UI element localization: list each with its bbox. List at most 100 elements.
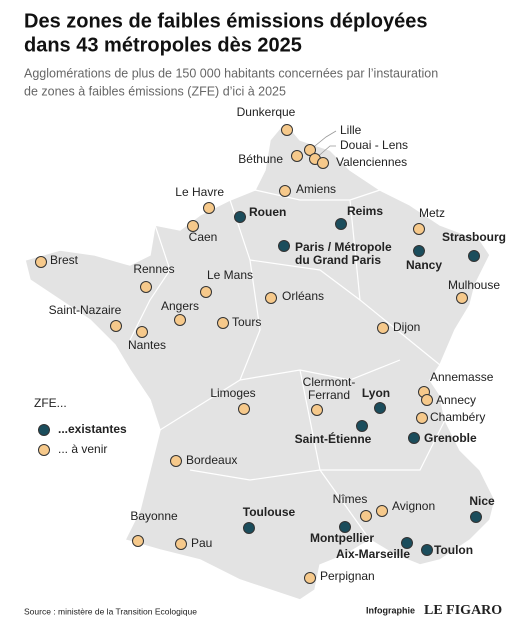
city-marker xyxy=(174,314,186,326)
city-marker xyxy=(421,394,433,406)
city-label: Saint-Nazaire xyxy=(49,303,122,317)
city-marker xyxy=(175,538,187,550)
city-marker xyxy=(317,157,329,169)
city-label: Grenoble xyxy=(424,431,477,445)
city-label: Rennes xyxy=(133,262,174,276)
city-label: Clermont- xyxy=(303,375,356,389)
city-label: Strasbourg xyxy=(442,230,506,244)
city-marker xyxy=(339,521,351,533)
city-marker xyxy=(170,455,182,467)
city-marker xyxy=(360,510,372,522)
city-label: Nîmes xyxy=(333,492,368,506)
city-label: Annemasse xyxy=(430,370,494,384)
city-marker xyxy=(374,402,386,414)
city-marker xyxy=(265,292,277,304)
city-marker xyxy=(377,322,389,334)
city-marker xyxy=(279,185,291,197)
city-label: Aix-Marseille xyxy=(336,547,410,561)
legend-marker xyxy=(38,444,50,456)
city-label: Dijon xyxy=(393,320,420,334)
city-label: Chambéry xyxy=(430,410,485,424)
france-outline xyxy=(24,120,496,601)
city-marker xyxy=(376,505,388,517)
city-marker xyxy=(421,544,433,556)
title: Des zones de faibles émissions déployées xyxy=(24,10,428,32)
credit: Infographie xyxy=(366,605,415,615)
city-marker xyxy=(238,403,250,415)
city-label: Annecy xyxy=(436,393,476,407)
city-marker xyxy=(401,537,413,549)
city-marker xyxy=(136,326,148,338)
city-label: Bayonne xyxy=(130,509,178,523)
legend-label: ...existantes xyxy=(58,422,127,436)
leader-line xyxy=(309,130,337,151)
city-marker xyxy=(281,124,293,136)
city-label: Angers xyxy=(161,299,199,313)
city-marker xyxy=(217,317,229,329)
city-label: Lille xyxy=(340,123,362,137)
city-label: Paris / Métropole xyxy=(295,240,392,254)
city-marker xyxy=(200,286,212,298)
city-marker xyxy=(187,220,199,232)
brand: LE FIGARO xyxy=(424,603,502,618)
city-label: Nice xyxy=(469,494,495,508)
city-marker xyxy=(35,256,47,268)
city-marker xyxy=(304,144,316,156)
city-label: Le Havre xyxy=(175,185,224,199)
city-label: Pau xyxy=(191,536,212,550)
city-marker xyxy=(234,211,246,223)
city-marker xyxy=(140,281,152,293)
city-label: Reims xyxy=(347,204,383,218)
city-label: Nantes xyxy=(128,338,166,352)
city-label: Perpignan xyxy=(320,569,375,583)
city-label: Rouen xyxy=(249,205,286,219)
source: Source : ministère de la Transition Ecol… xyxy=(24,606,197,616)
city-marker xyxy=(456,292,468,304)
leader-line xyxy=(314,145,336,160)
city-marker xyxy=(413,223,425,235)
city-marker xyxy=(132,535,144,547)
city-label: Mulhouse xyxy=(448,278,500,292)
city-marker xyxy=(335,218,347,230)
city-label: Valenciennes xyxy=(336,155,407,169)
city-marker xyxy=(110,320,122,332)
city-label: Saint-Étienne xyxy=(295,431,372,446)
city-label: Brest xyxy=(50,253,79,267)
city-marker xyxy=(203,202,215,214)
city-label: Limoges xyxy=(210,386,255,400)
city-label: Amiens xyxy=(296,182,336,196)
subtitle: Agglomérations de plus de 150 000 habita… xyxy=(24,66,438,80)
city-marker xyxy=(413,245,425,257)
city-label: Toulon xyxy=(434,543,473,557)
legend-label: ... à venir xyxy=(58,442,107,456)
subtitle: de zones à faibles émissions (ZFE) d’ici… xyxy=(24,84,286,98)
city-marker xyxy=(291,150,303,162)
city-marker xyxy=(356,420,368,432)
legend-title: ZFE... xyxy=(34,396,67,410)
city-label: Orléans xyxy=(282,289,324,303)
city-marker xyxy=(470,511,482,523)
city-label: Dunkerque xyxy=(237,105,296,119)
title: dans 43 métropoles dès 2025 xyxy=(24,34,302,56)
city-label: Le Mans xyxy=(207,268,253,282)
region-borders xyxy=(129,189,446,541)
city-label: Avignon xyxy=(392,499,435,513)
city-marker xyxy=(304,572,316,584)
city-label: Nancy xyxy=(406,258,442,272)
city-label: Montpellier xyxy=(310,531,374,545)
city-label: Béthune xyxy=(238,152,283,166)
city-marker xyxy=(416,412,428,424)
city-label: Caen xyxy=(189,230,218,244)
city-label: Ferrand xyxy=(308,388,350,402)
city-marker xyxy=(408,432,420,444)
city-label: Bordeaux xyxy=(186,453,237,467)
city-label: Metz xyxy=(419,206,445,220)
city-label: du Grand Paris xyxy=(295,253,381,267)
city-marker xyxy=(468,250,480,262)
city-marker xyxy=(278,240,290,252)
city-marker xyxy=(243,522,255,534)
city-label: Douai - Lens xyxy=(340,138,408,152)
